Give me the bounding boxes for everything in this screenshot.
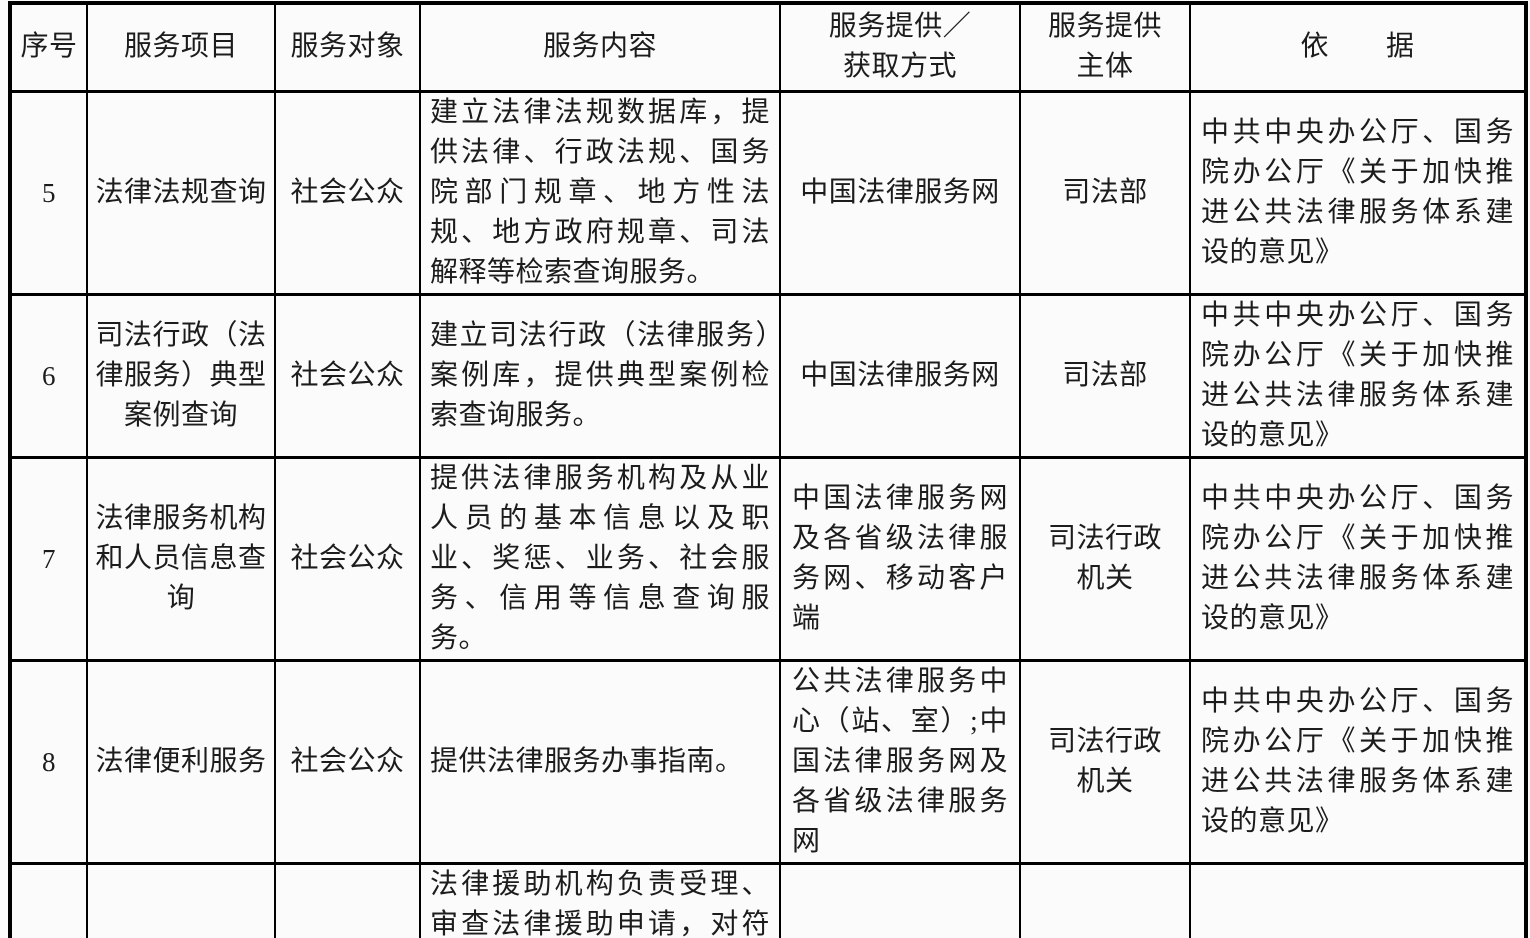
header-row: 序号 服务项目 服务对象 服务内容 服务提供／ 获取方式 服务提供 主体 依 据: [9, 1, 1527, 93]
cell-provider: 司法部: [1019, 292, 1191, 459]
header-serial-number: 序号: [9, 1, 88, 93]
cell-basis: 中共中央办公厅、国务院办公厅《关于加快推进公共法律服务体系建设的意见》: [1189, 292, 1527, 459]
table-row: 8 法律便利服务 社会公众 提供法律服务办事指南。 公共法律服务中心（站、室）;…: [9, 658, 1527, 865]
cell-basis: 中共中央办公厅、国务院办公厅《关于加快推进公共法律服务体系建设的意见》: [1189, 89, 1527, 296]
cell-serial-number: 8: [9, 658, 88, 865]
cell-service-target: 法律援助申请人: [274, 861, 421, 938]
header-service-target: 服务对象: [274, 1, 421, 93]
table-row: 6 司法行政（法律服务）典型案例查询 社会公众 建立司法行政（法律服务）案例库，…: [9, 292, 1527, 459]
header-provider: 服务提供 主体: [1019, 1, 1191, 93]
table-row: 5 法律法规查询 社会公众 建立法律法规数据库，提供法律、行政法规、国务院部门规…: [9, 89, 1527, 296]
cell-service-content: 建立司法行政（法律服务）案例库，提供典型案例检索查询服务。: [419, 292, 781, 459]
cell-service-item: 法律法规查询: [86, 89, 276, 296]
cell-provider: 司法行政机关: [1019, 455, 1191, 662]
header-service-content: 服务内容: [419, 1, 781, 93]
cell-basis: 《法律援助条例》: [1189, 861, 1527, 938]
cell-service-content: 提供法律服务机构及从业人员的基本信息以及职业、奖惩、业务、社会服务、信用等信息查…: [419, 455, 781, 662]
cell-serial-number: 5: [9, 89, 88, 296]
cell-provider: 司法部: [1019, 89, 1191, 296]
cell-service-target: 社会公众: [274, 89, 421, 296]
cell-provider: 法律援助机构: [1019, 861, 1191, 938]
header-service-item: 服务项目: [86, 1, 276, 93]
cell-service-content: 建立法律法规数据库，提供法律、行政法规、国务院部门规章、地方性法规、地方政府规章…: [419, 89, 781, 296]
cell-provision-method: 中国法律服务网: [779, 89, 1021, 296]
cell-service-item: 司法行政（法律服务）典型案例查询: [86, 292, 276, 459]
table-row: 9 法律援助（申请类） 法律援助申请人 法律援助机构负责受理、审查法律援助申请，…: [9, 861, 1527, 938]
cell-service-item: 法律援助（申请类）: [86, 861, 276, 938]
header-provision-method: 服务提供／ 获取方式: [779, 1, 1021, 93]
cell-service-target: 社会公众: [274, 292, 421, 459]
cell-basis: 中共中央办公厅、国务院办公厅《关于加快推进公共法律服务体系建设的意见》: [1189, 658, 1527, 865]
cell-provision-method: 公共法律服务中心（站、室）;中国法律服务网及各省级法律服务网: [779, 658, 1021, 865]
cell-service-content: 提供法律服务办事指南。: [419, 658, 781, 865]
cell-serial-number: 7: [9, 455, 88, 662]
cell-provision-method: 中国法律服务网: [779, 292, 1021, 459]
table-row: 7 法律服务机构和人员信息查询 社会公众 提供法律服务机构及从业人员的基本信息以…: [9, 455, 1527, 662]
cell-serial-number: 9: [9, 861, 88, 938]
cell-service-target: 社会公众: [274, 658, 421, 865]
cell-service-item: 法律便利服务: [86, 658, 276, 865]
cell-service-target: 社会公众: [274, 455, 421, 662]
cell-basis: 中共中央办公厅、国务院办公厅《关于加快推进公共法律服务体系建设的意见》: [1189, 455, 1527, 662]
cell-provider: 司法行政机关: [1019, 658, 1191, 865]
cell-serial-number: 6: [9, 292, 88, 459]
cell-provision-method: 中国法律服务网及各省级法律服务网、移动客户端: [779, 455, 1021, 662]
header-basis: 依 据: [1189, 1, 1527, 93]
cell-provision-method: 向法律援助机构提出申请: [779, 861, 1021, 938]
cell-service-content: 法律援助机构负责受理、审查法律援助申请，对符合条件的人员，指派或者安排人员提供法…: [419, 861, 781, 938]
cell-service-item: 法律服务机构和人员信息查询: [86, 455, 276, 662]
public-legal-services-table: 序号 服务项目 服务对象 服务内容 服务提供／ 获取方式 服务提供 主体 依 据…: [8, 1, 1528, 938]
